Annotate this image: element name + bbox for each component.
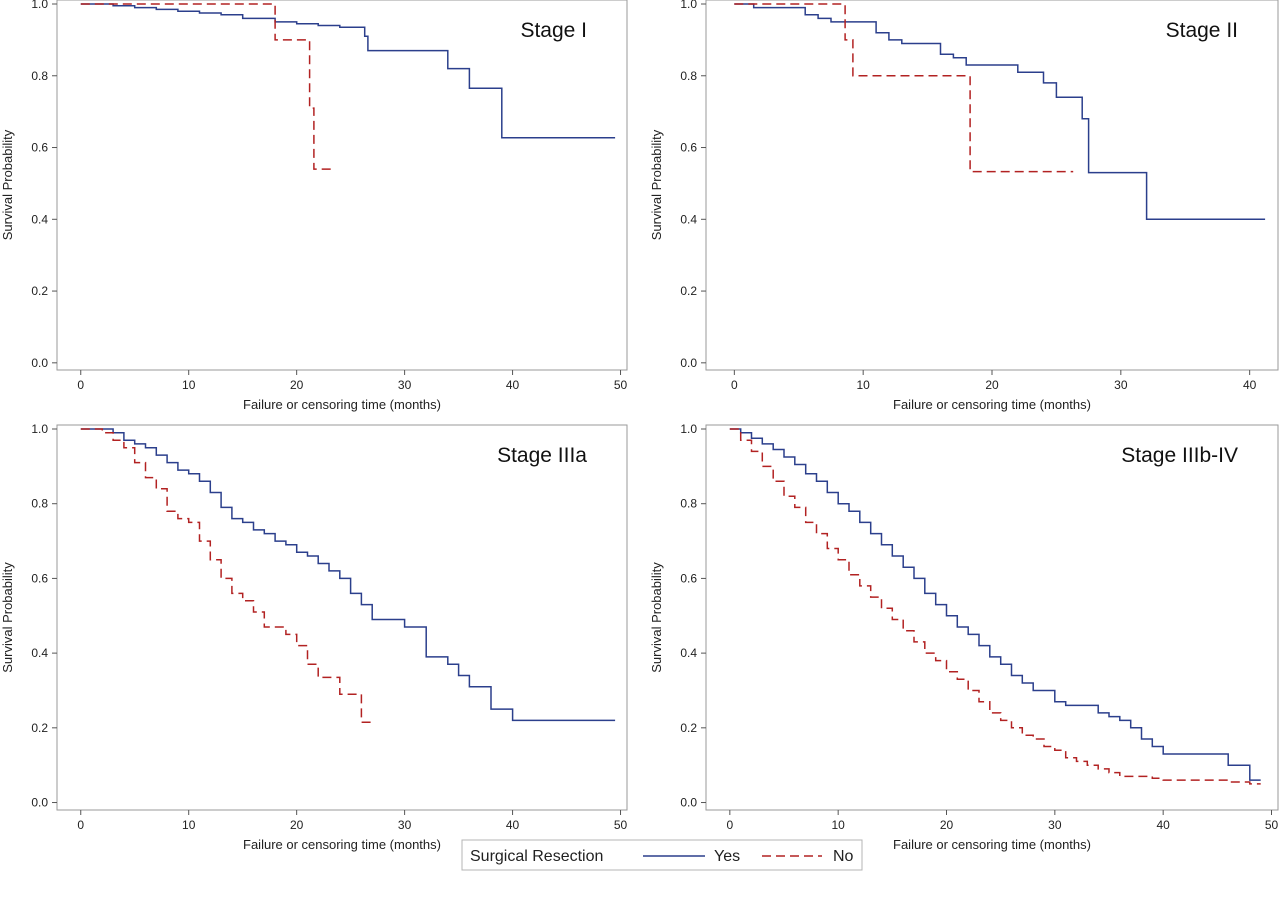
x-tick-label: 50	[1265, 818, 1279, 832]
y-tick-label: 0.0	[31, 356, 48, 370]
y-tick-label: 0.8	[680, 497, 697, 511]
y-axis-label: Survival Probability	[649, 562, 664, 673]
y-tick-label: 0.4	[680, 212, 697, 226]
y-tick-label: 0.4	[31, 646, 48, 660]
x-tick-label: 50	[614, 378, 628, 392]
x-tick-label: 10	[182, 378, 196, 392]
y-tick-label: 0.6	[680, 571, 697, 585]
series-yes-line	[734, 3, 1266, 221]
x-tick-label: 10	[182, 818, 196, 832]
plot-frame	[56, 424, 628, 811]
x-tick-label: 10	[856, 378, 870, 392]
y-tick-label: 0.2	[31, 721, 48, 735]
y-tick-label: 0.2	[680, 721, 697, 735]
series-no-line	[729, 428, 1261, 785]
panel-stage-iiia: 0.0 0.2 0.4 0.6 0.8 1.0 0 10 20 30 40 50 Failure or …	[0, 422, 628, 852]
y-tick-label: 0.0	[680, 796, 697, 810]
x-tick-label: 30	[398, 818, 412, 832]
x-axis-label: Failure or censoring time (months)	[243, 397, 441, 412]
plot-frame	[705, 424, 1279, 811]
y-tick-label: 0.6	[31, 571, 48, 585]
y-tick-label: 1.0	[680, 422, 697, 436]
x-tick-label: 20	[290, 818, 304, 832]
x-tick-label: 40	[506, 818, 520, 832]
x-tick-label: 40	[1156, 818, 1170, 832]
y-tick-label: 0.2	[31, 284, 48, 298]
y-tick-label: 0.6	[31, 141, 48, 155]
panel-title: Stage II	[1166, 19, 1238, 42]
x-tick-label: 0	[726, 818, 733, 832]
y-tick-label: 0.0	[31, 796, 48, 810]
y-tick-label: 0.8	[31, 497, 48, 511]
plot-frame	[56, 0, 628, 371]
y-tick-label: 0.4	[680, 646, 697, 660]
y-tick-label: 1.0	[31, 422, 48, 436]
x-tick-label: 30	[1114, 378, 1128, 392]
x-tick-label: 30	[398, 378, 412, 392]
x-axis-label: Failure or censoring time (months)	[893, 397, 1091, 412]
legend-box	[461, 839, 863, 871]
y-tick-label: 0.4	[31, 212, 48, 226]
x-tick-label: 40	[506, 378, 520, 392]
y-axis-label: Survival Probability	[649, 129, 664, 240]
x-tick-label: 0	[77, 378, 84, 392]
legend-label-no: No	[833, 848, 854, 865]
series-no-line	[80, 428, 373, 723]
panel-stage-iiib-iv: 0.0 0.2 0.4 0.6 0.8 1.0 0 10 20 30 40 50 Failure or …	[649, 422, 1279, 852]
x-tick-label: 20	[290, 378, 304, 392]
series-yes-line	[80, 3, 616, 139]
legend: Surgical Resection Yes No	[461, 839, 863, 871]
legend-title: Surgical Resection	[470, 848, 603, 865]
plot-frame	[705, 0, 1279, 371]
x-tick-label: 0	[731, 378, 738, 392]
panel-title: Stage IIIa	[497, 444, 587, 467]
x-axis-label: Failure or censoring time (months)	[243, 837, 441, 852]
y-axis-label: Survival Probability	[0, 129, 15, 240]
y-tick-label: 0.8	[680, 69, 697, 83]
legend-label-yes: Yes	[714, 848, 740, 865]
panel-stage-i: 0.0 0.2 0.4 0.6 0.8 1.0 0 10 20 30 40 50 Failure or …	[0, 0, 628, 412]
y-tick-label: 0.8	[31, 69, 48, 83]
panel-title: Stage IIIb-IV	[1121, 444, 1238, 467]
x-tick-label: 20	[985, 378, 999, 392]
x-tick-label: 20	[940, 818, 954, 832]
y-tick-label: 0.0	[680, 356, 697, 370]
x-tick-label: 50	[614, 818, 628, 832]
panel-stage-ii: 0.0 0.2 0.4 0.6 0.8 1.0 0 10 20 30 40 Failure or ce…	[649, 0, 1279, 412]
y-tick-label: 1.0	[680, 0, 697, 11]
y-tick-label: 0.2	[680, 284, 697, 298]
panel-title: Stage I	[520, 19, 587, 42]
x-axis-label: Failure or censoring time (months)	[893, 837, 1091, 852]
series-yes-line	[80, 428, 616, 722]
series-no-line	[734, 3, 1074, 173]
y-tick-label: 0.6	[680, 141, 697, 155]
x-tick-label: 10	[831, 818, 845, 832]
x-tick-label: 40	[1243, 378, 1257, 392]
y-axis-label: Survival Probability	[0, 562, 15, 673]
x-tick-label: 0	[77, 818, 84, 832]
x-tick-label: 30	[1048, 818, 1062, 832]
series-no-line	[80, 3, 332, 170]
y-tick-label: 1.0	[31, 0, 48, 11]
series-yes-line	[729, 428, 1261, 781]
